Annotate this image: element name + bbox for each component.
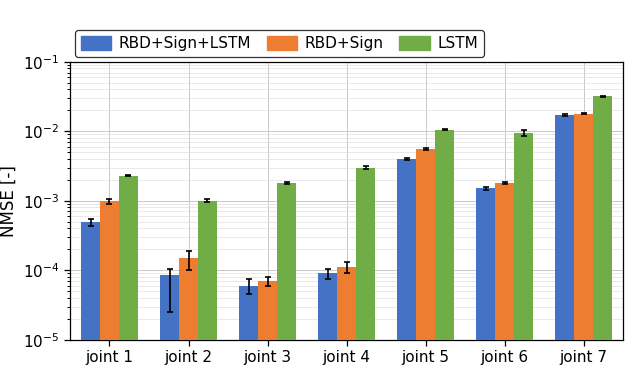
- Bar: [593, 96, 612, 386]
- Bar: [318, 273, 337, 386]
- Bar: [258, 281, 277, 386]
- Bar: [198, 201, 217, 386]
- Legend: RBD+Sign+LSTM, RBD+Sign, LSTM: RBD+Sign+LSTM, RBD+Sign, LSTM: [74, 30, 484, 57]
- Bar: [495, 183, 514, 386]
- Bar: [398, 159, 416, 386]
- Y-axis label: NMSE [-]: NMSE [-]: [0, 165, 17, 237]
- Bar: [277, 183, 296, 386]
- Bar: [81, 222, 100, 386]
- Bar: [416, 149, 435, 386]
- Bar: [239, 286, 258, 386]
- Bar: [337, 267, 356, 386]
- Bar: [555, 115, 574, 386]
- Bar: [179, 258, 198, 386]
- Bar: [435, 130, 454, 386]
- Bar: [574, 113, 593, 386]
- Bar: [160, 275, 179, 386]
- Bar: [356, 168, 375, 386]
- Bar: [514, 133, 533, 386]
- Bar: [100, 201, 119, 386]
- Bar: [476, 188, 495, 386]
- Bar: [119, 176, 138, 386]
